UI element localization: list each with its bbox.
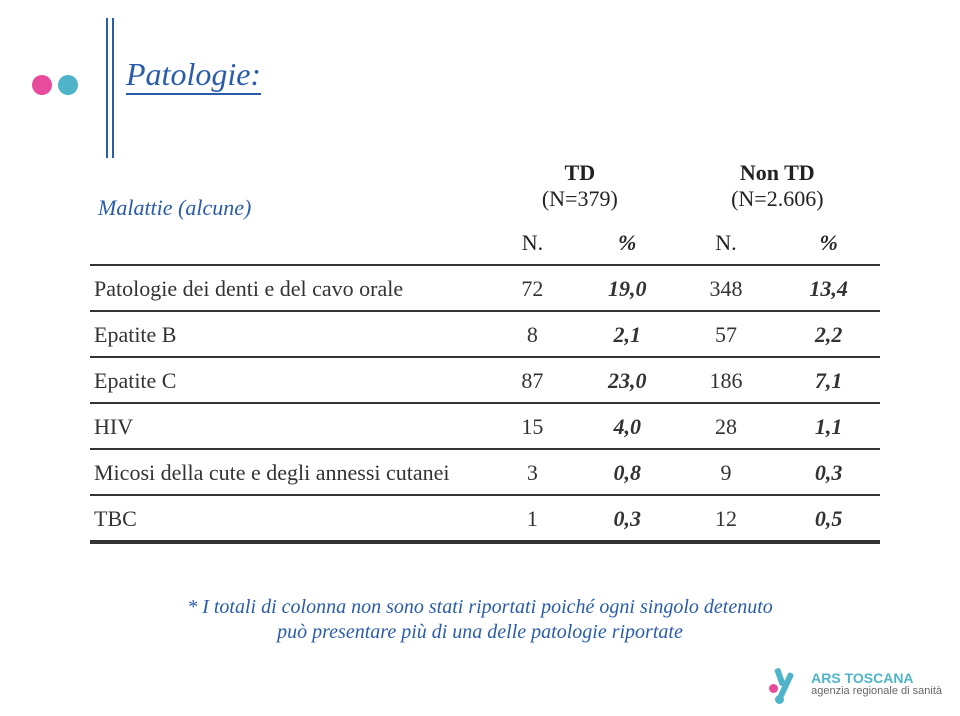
cell-n2: 186 (675, 357, 778, 403)
cell-p2: 2,2 (777, 311, 880, 357)
cell-n1: 1 (485, 495, 580, 542)
cell-label: Epatite C (90, 357, 485, 403)
cell-label: HIV (90, 403, 485, 449)
cell-p1: 4,0 (580, 403, 675, 449)
col-header-label: Malattie (alcune) (90, 150, 485, 265)
cell-p2: 7,1 (777, 357, 880, 403)
cell-n1: 72 (485, 265, 580, 311)
decor-dot-pink (32, 75, 52, 95)
col-header-group1-label: TD (493, 160, 667, 186)
footnote: * I totali di colonna non sono stati rip… (0, 595, 960, 645)
col-header-n2: N. (675, 220, 778, 265)
col-header-group1: TD (N=379) (485, 150, 675, 220)
col-header-group2: Non TD (N=2.606) (675, 150, 880, 220)
cell-n2: 348 (675, 265, 778, 311)
cell-n1: 3 (485, 449, 580, 495)
cell-p1: 23,0 (580, 357, 675, 403)
logo-text: ARS TOSCANA agenzia regionale di sanità (811, 671, 942, 697)
cell-label: TBC (90, 495, 485, 542)
cell-p2: 1,1 (777, 403, 880, 449)
table-row: Micosi della cute e degli annessi cutane… (90, 449, 880, 495)
cell-n1: 8 (485, 311, 580, 357)
logo-line1: ARS TOSCANA (811, 671, 942, 686)
footnote-line2: può presentare più di una delle patologi… (0, 620, 960, 645)
col-header-group2-sub: (N=2.606) (683, 186, 872, 212)
cell-p2: 0,3 (777, 449, 880, 495)
cell-n2: 57 (675, 311, 778, 357)
logo-mark-icon (767, 666, 803, 702)
col-header-p1: % (580, 220, 675, 265)
cell-n1: 15 (485, 403, 580, 449)
table-row: HIV154,0281,1 (90, 403, 880, 449)
slide-title: Patologie: (126, 56, 261, 95)
cell-n1: 87 (485, 357, 580, 403)
table-row: Patologie dei denti e del cavo orale7219… (90, 265, 880, 311)
footer-logo: ARS TOSCANA agenzia regionale di sanità (767, 666, 942, 702)
cell-p1: 19,0 (580, 265, 675, 311)
slide: Patologie: Malattie (alcune) TD (N=379) … (0, 0, 960, 716)
cell-p1: 0,3 (580, 495, 675, 542)
cell-n2: 28 (675, 403, 778, 449)
decor-vline (106, 18, 108, 158)
cell-p1: 2,1 (580, 311, 675, 357)
col-header-n1: N. (485, 220, 580, 265)
col-header-group2-label: Non TD (683, 160, 872, 186)
cell-label: Epatite B (90, 311, 485, 357)
cell-p2: 0,5 (777, 495, 880, 542)
table-row: Epatite B82,1572,2 (90, 311, 880, 357)
data-table: Malattie (alcune) TD (N=379) Non TD (N=2… (90, 150, 880, 544)
table-row: Epatite C8723,01867,1 (90, 357, 880, 403)
decor-dot-teal (58, 75, 78, 95)
table-row: TBC10,3120,5 (90, 495, 880, 542)
cell-n2: 12 (675, 495, 778, 542)
logo-line2: agenzia regionale di sanità (811, 686, 942, 698)
col-header-group1-sub: (N=379) (493, 186, 667, 212)
cell-n2: 9 (675, 449, 778, 495)
cell-label: Micosi della cute e degli annessi cutane… (90, 449, 485, 495)
col-header-p2: % (777, 220, 880, 265)
cell-label: Patologie dei denti e del cavo orale (90, 265, 485, 311)
footnote-line1: * I totali di colonna non sono stati rip… (0, 595, 960, 620)
cell-p1: 0,8 (580, 449, 675, 495)
cell-p2: 13,4 (777, 265, 880, 311)
decor-vline (112, 18, 114, 158)
